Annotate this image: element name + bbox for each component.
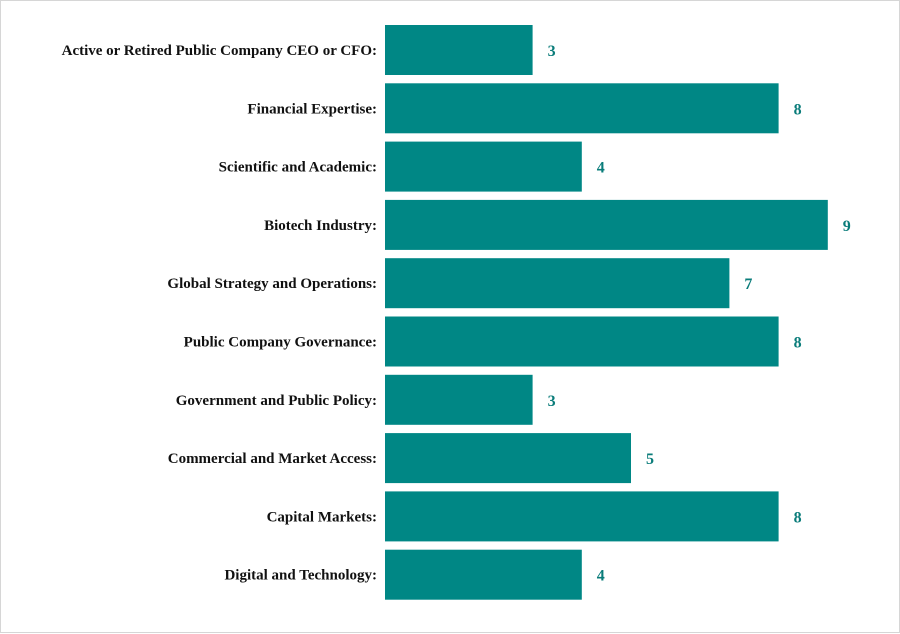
value-label-5: 7 [744,276,752,293]
bar-6 [385,316,779,367]
bar-9 [385,491,779,542]
category-labels-group: Active or Retired Public Company CEO or … [62,43,377,584]
category-label-9: Capital Markets: [267,509,377,525]
bar-10 [385,549,582,600]
value-label-8: 5 [646,451,654,468]
value-label-1: 3 [548,43,556,60]
category-label-10: Digital and Technology: [224,568,377,584]
value-label-6: 8 [794,335,802,352]
category-label-4: Biotech Industry: [264,218,377,234]
bar-4 [385,199,828,250]
value-label-10: 4 [597,568,605,585]
value-label-3: 4 [597,160,605,177]
value-label-7: 3 [548,393,556,410]
category-label-2: Financial Expertise: [247,101,377,117]
value-label-2: 8 [794,101,802,118]
category-label-6: Public Company Governance: [184,335,377,351]
category-label-1: Active or Retired Public Company CEO or … [62,43,377,59]
bar-3 [385,141,582,192]
bar-5 [385,258,730,309]
category-label-3: Scientific and Academic: [219,160,377,176]
value-label-9: 8 [794,509,802,526]
bar-2 [385,83,779,134]
category-label-7: Government and Public Policy: [176,393,377,409]
bars-group [385,25,828,600]
category-label-5: Global Strategy and Operations: [167,276,377,292]
bar-8 [385,433,631,484]
category-label-8: Commercial and Market Access: [168,451,377,467]
value-labels-group: 3 8 4 9 7 8 3 5 8 4 [548,43,851,585]
bar-1 [385,25,533,75]
value-label-4: 9 [843,218,851,235]
bar-7 [385,374,533,425]
